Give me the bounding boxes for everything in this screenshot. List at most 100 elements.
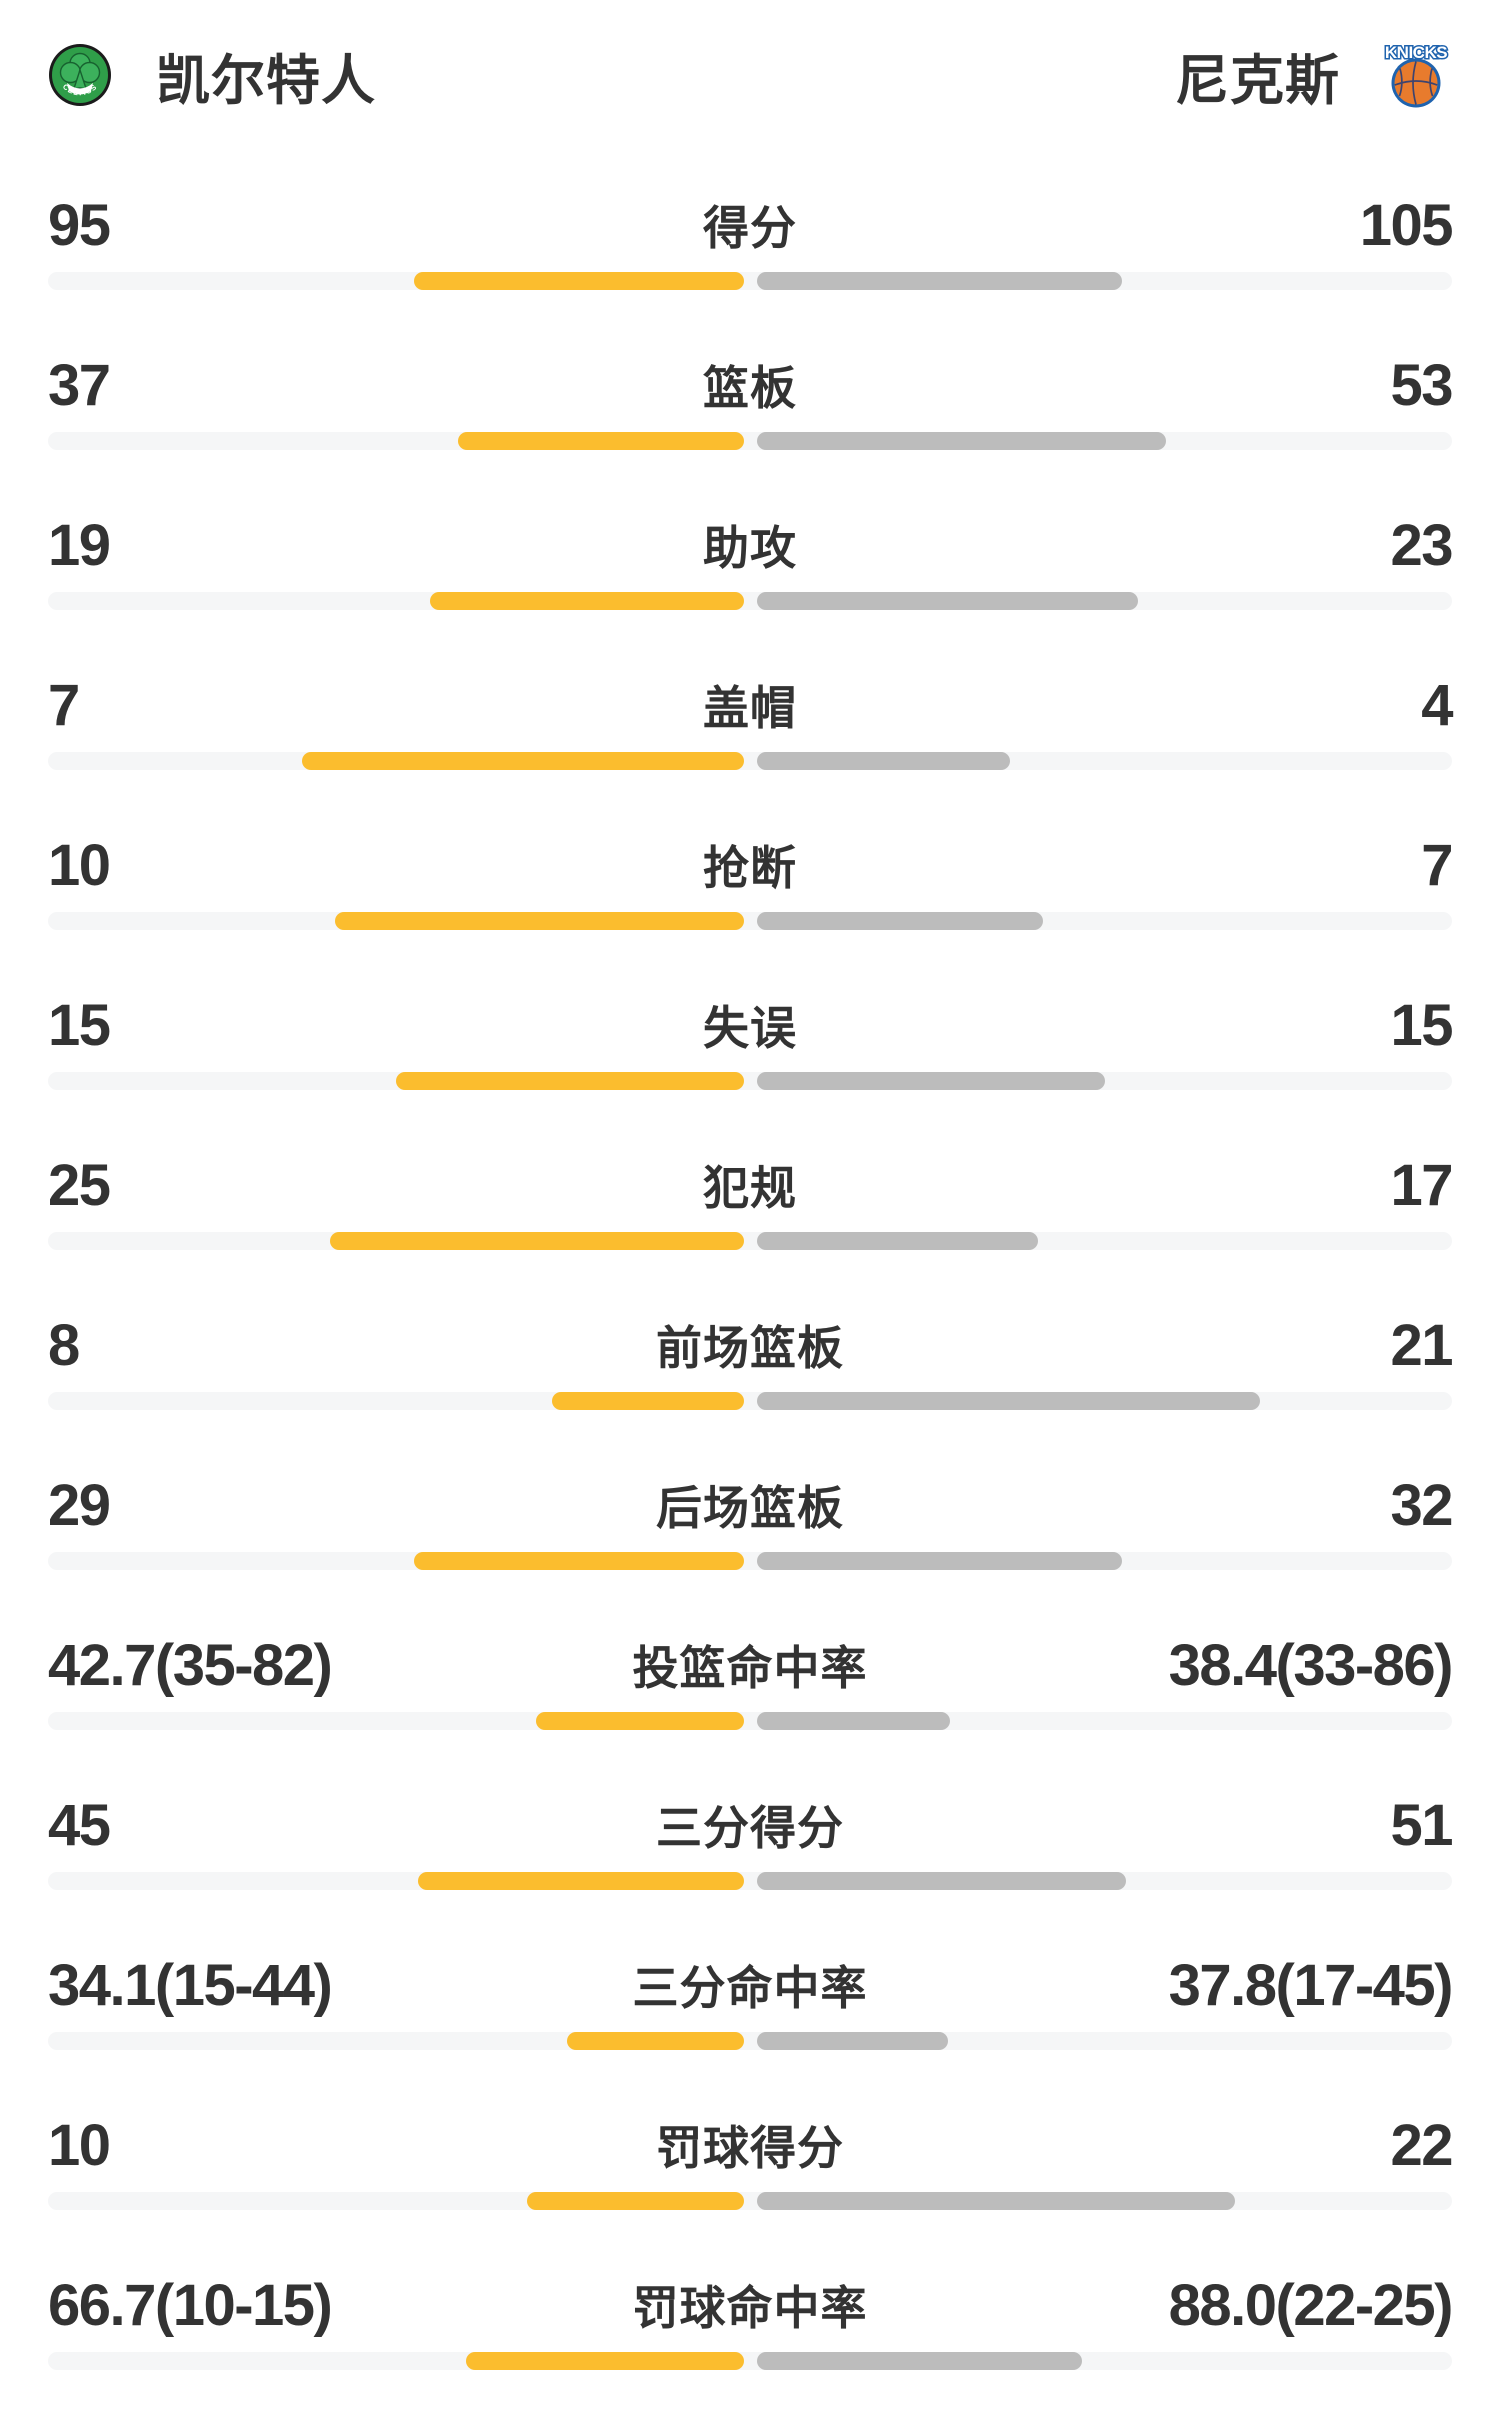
home-value: 66.7(10-15) bbox=[48, 2272, 333, 2338]
stat-bar-track bbox=[48, 1552, 1452, 1570]
knicks-logo-text: KNICKS bbox=[1385, 43, 1447, 62]
stat-row: 37 篮板 53 bbox=[48, 332, 1454, 492]
away-value: 22 bbox=[1390, 2112, 1453, 2178]
away-bar bbox=[757, 592, 1138, 610]
home-bar bbox=[330, 1232, 744, 1250]
away-value: 32 bbox=[1390, 1472, 1453, 1538]
home-value: 19 bbox=[48, 512, 111, 578]
away-bar bbox=[757, 1552, 1122, 1570]
away-team-header: 尼克斯 KNICKS bbox=[1175, 36, 1452, 115]
home-value: 15 bbox=[48, 992, 111, 1058]
home-value: 29 bbox=[48, 1472, 111, 1538]
home-bar bbox=[430, 592, 744, 610]
home-value: 34.1(15-44) bbox=[48, 1952, 333, 2018]
away-value: 105 bbox=[1359, 192, 1454, 258]
away-bar bbox=[757, 1712, 950, 1730]
stat-bar-track bbox=[48, 2192, 1452, 2210]
stat-row: 34.1(15-44) 三分命中率 37.8(17-45) bbox=[48, 1932, 1454, 2092]
stat-bar-track bbox=[48, 1872, 1452, 1890]
home-bar bbox=[567, 2032, 744, 2050]
away-bar bbox=[757, 272, 1122, 290]
stat-row: 45 三分得分 51 bbox=[48, 1772, 1454, 1932]
away-bar bbox=[757, 1232, 1038, 1250]
home-bar bbox=[536, 1712, 744, 1730]
home-bar bbox=[302, 752, 744, 770]
away-bar bbox=[757, 2192, 1235, 2210]
stat-label: 投篮命中率 bbox=[632, 1642, 868, 1694]
stat-row: 10 罚球得分 22 bbox=[48, 2092, 1454, 2252]
home-bar bbox=[414, 272, 744, 290]
away-bar bbox=[757, 2032, 948, 2050]
away-value: 15 bbox=[1390, 992, 1453, 1058]
away-team-name: 尼克斯 bbox=[1175, 50, 1340, 111]
stat-bar-track bbox=[48, 1072, 1452, 1090]
away-value: 7 bbox=[1421, 832, 1453, 898]
stat-label: 篮板 bbox=[703, 362, 797, 414]
stat-bar-track bbox=[48, 272, 1452, 290]
stat-bar-track bbox=[48, 592, 1452, 610]
stat-label: 罚球得分 bbox=[656, 2122, 844, 2174]
away-value: 53 bbox=[1390, 352, 1453, 418]
away-value: 88.0(22-25) bbox=[1168, 2272, 1454, 2338]
home-value: 45 bbox=[48, 1792, 111, 1858]
stat-label: 失误 bbox=[703, 1002, 797, 1054]
stat-label: 助攻 bbox=[703, 522, 797, 574]
home-value: 42.7(35-82) bbox=[48, 1632, 333, 1698]
away-bar bbox=[757, 2352, 1082, 2370]
stat-label: 得分 bbox=[703, 202, 797, 254]
home-value: 25 bbox=[48, 1152, 111, 1218]
home-bar bbox=[458, 432, 744, 450]
home-bar bbox=[335, 912, 744, 930]
away-bar bbox=[757, 1072, 1105, 1090]
away-value: 21 bbox=[1390, 1312, 1453, 1378]
away-value: 38.4(33-86) bbox=[1168, 1632, 1454, 1698]
stat-label: 后场篮板 bbox=[656, 1482, 844, 1534]
stat-row: 25 犯规 17 bbox=[48, 1132, 1454, 1292]
stat-row: 42.7(35-82) 投篮命中率 38.4(33-86) bbox=[48, 1612, 1454, 1772]
stat-bar-track bbox=[48, 1392, 1452, 1410]
stat-row: 15 失误 15 bbox=[48, 972, 1454, 1132]
stat-row: 10 抢断 7 bbox=[48, 812, 1454, 972]
stat-row: 29 后场篮板 32 bbox=[48, 1452, 1454, 1612]
away-value: 37.8(17-45) bbox=[1168, 1952, 1454, 2018]
away-bar bbox=[757, 1392, 1260, 1410]
stat-label: 三分得分 bbox=[656, 1802, 844, 1854]
home-value: 8 bbox=[48, 1312, 80, 1378]
header: CELTICS 凯尔特人 尼克斯 KNICKS bbox=[48, 0, 1452, 111]
stat-label: 罚球命中率 bbox=[632, 2282, 868, 2334]
stat-label: 盖帽 bbox=[703, 682, 797, 734]
home-bar bbox=[466, 2352, 744, 2370]
stat-row: 7 盖帽 4 bbox=[48, 652, 1454, 812]
home-bar bbox=[552, 1392, 744, 1410]
home-bar bbox=[396, 1072, 744, 1090]
away-bar bbox=[757, 1872, 1126, 1890]
away-bar bbox=[757, 432, 1166, 450]
knicks-logo-icon: KNICKS bbox=[1383, 42, 1449, 108]
home-team-header: CELTICS 凯尔特人 bbox=[48, 36, 376, 115]
home-value: 37 bbox=[48, 352, 111, 418]
away-value: 4 bbox=[1421, 672, 1453, 738]
home-value: 7 bbox=[48, 672, 80, 738]
stat-row: 19 助攻 23 bbox=[48, 492, 1454, 652]
stat-row: 95 得分 105 bbox=[48, 172, 1454, 332]
home-bar bbox=[527, 2192, 744, 2210]
home-value: 95 bbox=[48, 192, 111, 258]
stat-label: 前场篮板 bbox=[656, 1322, 844, 1374]
stat-bar-track bbox=[48, 432, 1452, 450]
stat-label: 犯规 bbox=[703, 1162, 797, 1214]
stat-bar-track bbox=[48, 1232, 1452, 1250]
away-bar bbox=[757, 912, 1043, 930]
stat-bar-track bbox=[48, 912, 1452, 930]
stat-row: 8 前场篮板 21 bbox=[48, 1292, 1454, 1452]
celtics-logo-icon: CELTICS bbox=[49, 44, 111, 106]
stat-bar-track bbox=[48, 752, 1452, 770]
home-bar bbox=[414, 1552, 744, 1570]
home-value: 10 bbox=[48, 2112, 111, 2178]
away-value: 23 bbox=[1390, 512, 1453, 578]
stats-list: 95 得分 105 37 篮板 53 19 助攻 23 bbox=[48, 172, 1454, 2412]
home-value: 10 bbox=[48, 832, 111, 898]
stat-bar-track bbox=[48, 2352, 1452, 2370]
home-team-name: 凯尔特人 bbox=[156, 50, 376, 111]
away-value: 51 bbox=[1390, 1792, 1453, 1858]
